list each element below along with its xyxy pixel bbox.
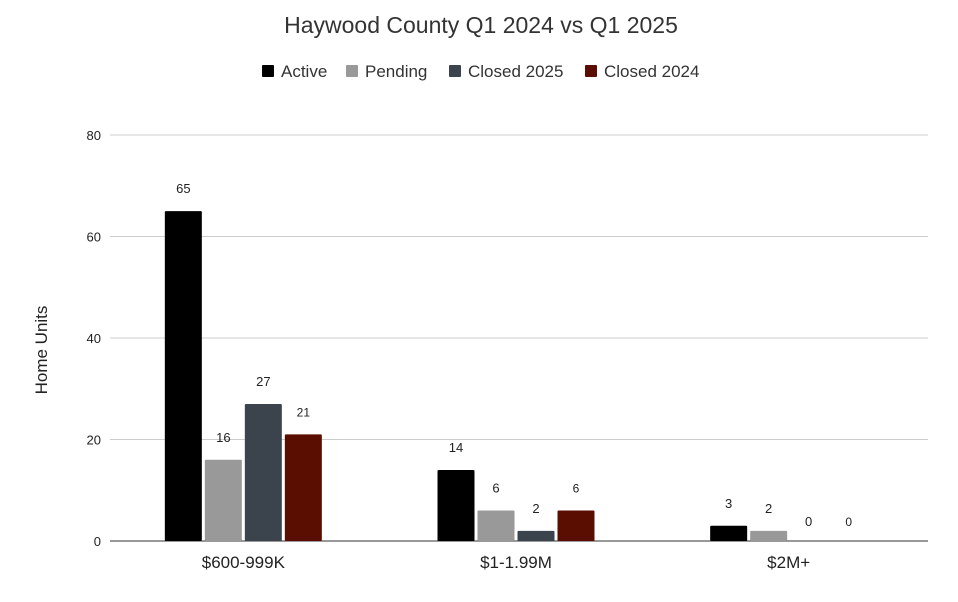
bar-closed-2024 [284,434,322,541]
bar-active [164,211,202,541]
legend-swatch [585,65,597,77]
legend: Active Pending Closed 2025 Closed 2024 [262,62,699,81]
y-axis-ticks: 0 20 40 60 80 [87,128,101,549]
y-tick-label: 60 [87,230,101,245]
legend-entry: Closed 2025 [468,62,563,81]
chart-title: Haywood County Q1 2024 vs Q1 2025 [284,12,678,38]
y-tick-label: 80 [87,128,101,143]
y-tick-label: 20 [87,433,101,448]
data-labels: 65 16 27 21 14 6 2 6 3 2 0 0 [176,181,852,529]
data-label: 14 [449,440,463,455]
bar-pending [750,530,788,541]
y-tick-label: 40 [87,331,101,346]
data-label: 16 [216,430,230,445]
bar-pending [204,459,242,541]
legend-entry: Closed 2024 [604,62,699,81]
data-label: 21 [297,405,311,419]
bar-closed-2025 [517,530,555,541]
x-category-label: $1-1.99M [480,553,552,572]
bars [164,211,788,541]
data-label: 27 [256,374,270,389]
y-tick-label: 0 [94,534,101,549]
data-label: 6 [492,481,499,496]
data-label: 2 [532,501,539,516]
bar-active [437,469,475,541]
bar-closed-2025 [244,403,282,541]
bar-active [710,525,748,541]
bar-pending [477,510,515,541]
bar-closed-2024 [557,510,595,541]
legend-entry: Pending [365,62,427,81]
x-category-label: $600-999K [202,553,286,572]
data-label: 65 [176,181,190,196]
data-label: 0 [805,514,812,529]
x-axis-categories: $600-999K $1-1.99M $2M+ [202,553,810,572]
legend-swatch [346,65,358,77]
data-label: 2 [765,501,772,516]
y-axis-label: Home Units [32,306,51,395]
legend-entry: Active [281,62,327,81]
legend-swatch [449,65,461,77]
data-label: 6 [573,482,580,496]
legend-swatch [262,65,274,77]
data-label: 0 [845,515,852,529]
x-category-label: $2M+ [767,553,810,572]
data-label: 3 [725,496,732,511]
